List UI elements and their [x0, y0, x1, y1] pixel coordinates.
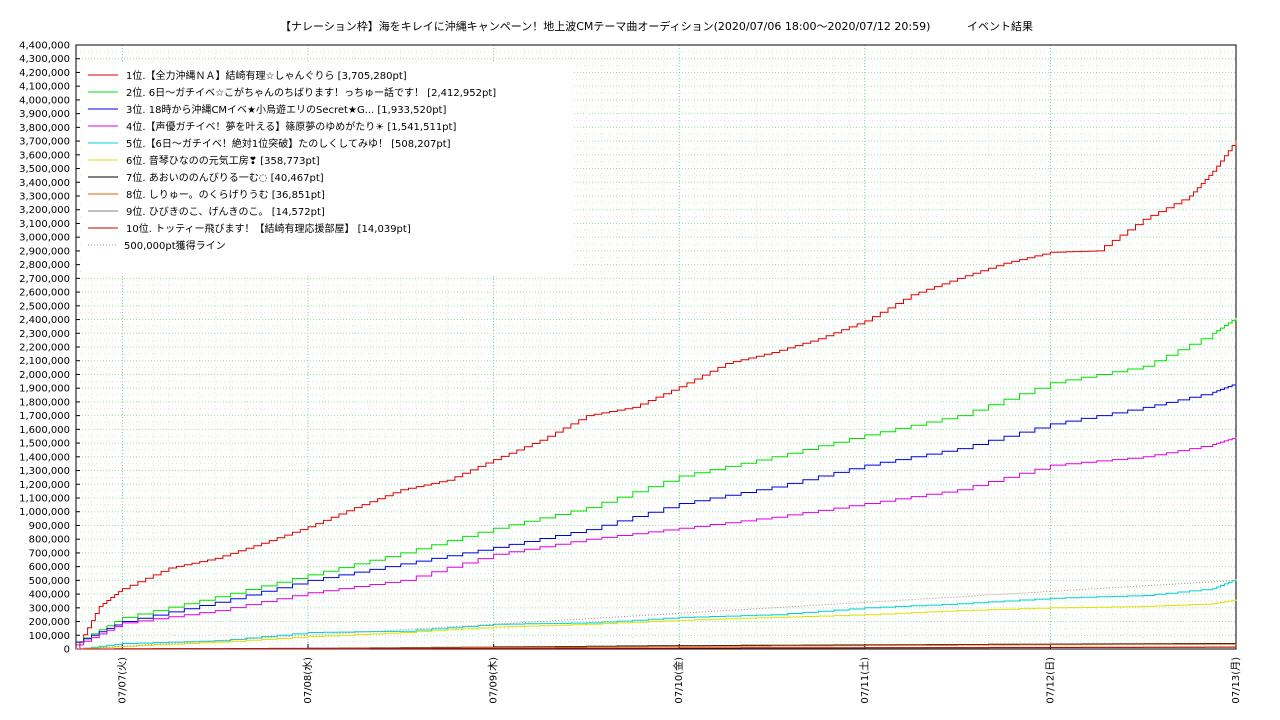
- y-tick-label: 200,000: [29, 617, 70, 628]
- y-tick-label: 4,100,000: [19, 82, 70, 93]
- legend-label: 9位. ひびきのこ、げんきのこ。 [14,572pt]: [126, 205, 325, 218]
- legend-label: 1位.【全力沖縄ＮＡ】結崎有理☆しゃんぐりら [3,705,280pt]: [126, 69, 407, 82]
- x-tick-label: 07/09(木): [488, 657, 500, 704]
- chart-subtitle: イベント結果: [967, 19, 1033, 33]
- x-tick-label: 07/12(日): [1045, 657, 1056, 704]
- y-tick-label: 0: [64, 645, 70, 656]
- y-tick-label: 300,000: [29, 603, 70, 614]
- y-tick-label: 2,800,000: [19, 260, 70, 271]
- y-tick-label: 3,500,000: [19, 164, 70, 175]
- y-tick-label: 100,000: [29, 631, 70, 642]
- y-tick-label: 2,200,000: [19, 343, 70, 354]
- y-tick-label: 600,000: [29, 562, 70, 573]
- y-tick-label: 400,000: [29, 590, 70, 601]
- x-tick-label: 07/11(土): [858, 657, 871, 704]
- y-tick-label: 2,600,000: [19, 288, 70, 299]
- y-tick-label: 3,300,000: [19, 192, 70, 203]
- y-tick-label: 3,600,000: [19, 150, 70, 161]
- y-tick-label: 3,400,000: [19, 178, 70, 189]
- y-tick-label: 1,800,000: [19, 397, 70, 408]
- y-tick-label: 2,000,000: [19, 370, 70, 381]
- y-tick-label: 1,400,000: [19, 452, 70, 463]
- y-tick-label: 500,000: [29, 576, 70, 587]
- series-line-6: [76, 599, 1237, 650]
- x-tick-label: 07/10(金): [672, 657, 685, 704]
- chart-title: 【ナレーション枠】海をキレイに沖縄キャンペーン！地上波CMテーマ曲オーディション…: [280, 19, 930, 33]
- series-line-3: [76, 383, 1237, 643]
- y-tick-label: 3,100,000: [19, 219, 70, 230]
- y-tick-label: 4,000,000: [19, 95, 70, 106]
- legend-label: 7位. あおいののんびりる一む◌ [40,467pt]: [126, 171, 324, 184]
- legend-label: 3位. 18時から沖縄CMイベ★小烏遊エリのSecret★G... [1,933…: [126, 103, 446, 116]
- legend-label: 10位. トッティー飛びます！【結崎有理応援部屋】 [14,039pt]: [126, 222, 411, 235]
- y-tick-label: 1,300,000: [19, 466, 70, 477]
- y-tick-label: 1,500,000: [19, 439, 70, 450]
- legend-label: 4位.【声優ガチイベ！夢を叶える】篠原夢のゆめがたり☀ [1,541,511pt…: [126, 120, 456, 133]
- y-tick-label: 3,800,000: [19, 123, 70, 134]
- series-line-10: [76, 646, 1236, 650]
- y-tick-label: 1,900,000: [19, 384, 70, 395]
- y-tick-label: 4,200,000: [19, 68, 70, 79]
- y-tick-label: 3,700,000: [19, 137, 70, 148]
- legend-label: 2位. 6日～ガチイベ☆こがちゃんのちばります！っちゅー話です！ [2,412,…: [126, 86, 496, 99]
- y-tick-label: 1,000,000: [19, 507, 70, 518]
- y-tick-label: 700,000: [29, 548, 70, 559]
- series-lines: [75, 140, 1237, 650]
- y-tick-label: 1,200,000: [19, 480, 70, 491]
- y-tick-label: 3,900,000: [19, 109, 70, 120]
- x-tick-label: 07/08(水): [302, 657, 314, 704]
- y-tick-label: 2,100,000: [19, 356, 70, 367]
- y-tick-label: 2,700,000: [19, 274, 70, 285]
- x-tick-label: 07/07(火): [116, 657, 128, 704]
- series-line-4: [76, 437, 1237, 646]
- y-tick-label: 3,200,000: [19, 205, 70, 216]
- y-tick-label: 1,600,000: [19, 425, 70, 436]
- legend-label: 8位. しりゅー。のくらげりうむ [36,851pt]: [126, 188, 325, 201]
- series-line-2: [76, 317, 1237, 643]
- y-tick-label: 4,300,000: [19, 54, 70, 65]
- series-line-5: [76, 579, 1237, 650]
- y-tick-label: 3,000,000: [19, 233, 70, 244]
- legend-label: 6位. 音琴ひなのの元気工房❣ [358,773pt]: [126, 154, 320, 167]
- y-tick-label: 4,400,000: [19, 41, 70, 52]
- x-tick-label: 07/13(月): [1230, 657, 1242, 704]
- y-tick-label: 2,400,000: [19, 315, 70, 326]
- legend: 1位.【全力沖縄ＮＡ】結崎有理☆しゃんぐりら [3,705,280pt] 2位. …: [82, 62, 572, 275]
- series-line-1: [76, 140, 1237, 650]
- y-tick-label: 800,000: [29, 535, 70, 546]
- y-tick-label: 2,300,000: [19, 329, 70, 340]
- y-tick-label: 900,000: [29, 521, 70, 532]
- legend-label: 5位.【6日～ガチイベ！絶対1位突破】たのしくしてみゆ！ [508,207pt]: [126, 137, 451, 150]
- y-tick-label: 2,900,000: [19, 246, 70, 257]
- y-tick-label: 2,500,000: [19, 301, 70, 312]
- legend-box: [82, 62, 572, 275]
- y-tick-label: 1,700,000: [19, 411, 70, 422]
- y-tick-label: 1,100,000: [19, 494, 70, 505]
- legend-label: 500,000pt獲得ライン: [124, 239, 226, 252]
